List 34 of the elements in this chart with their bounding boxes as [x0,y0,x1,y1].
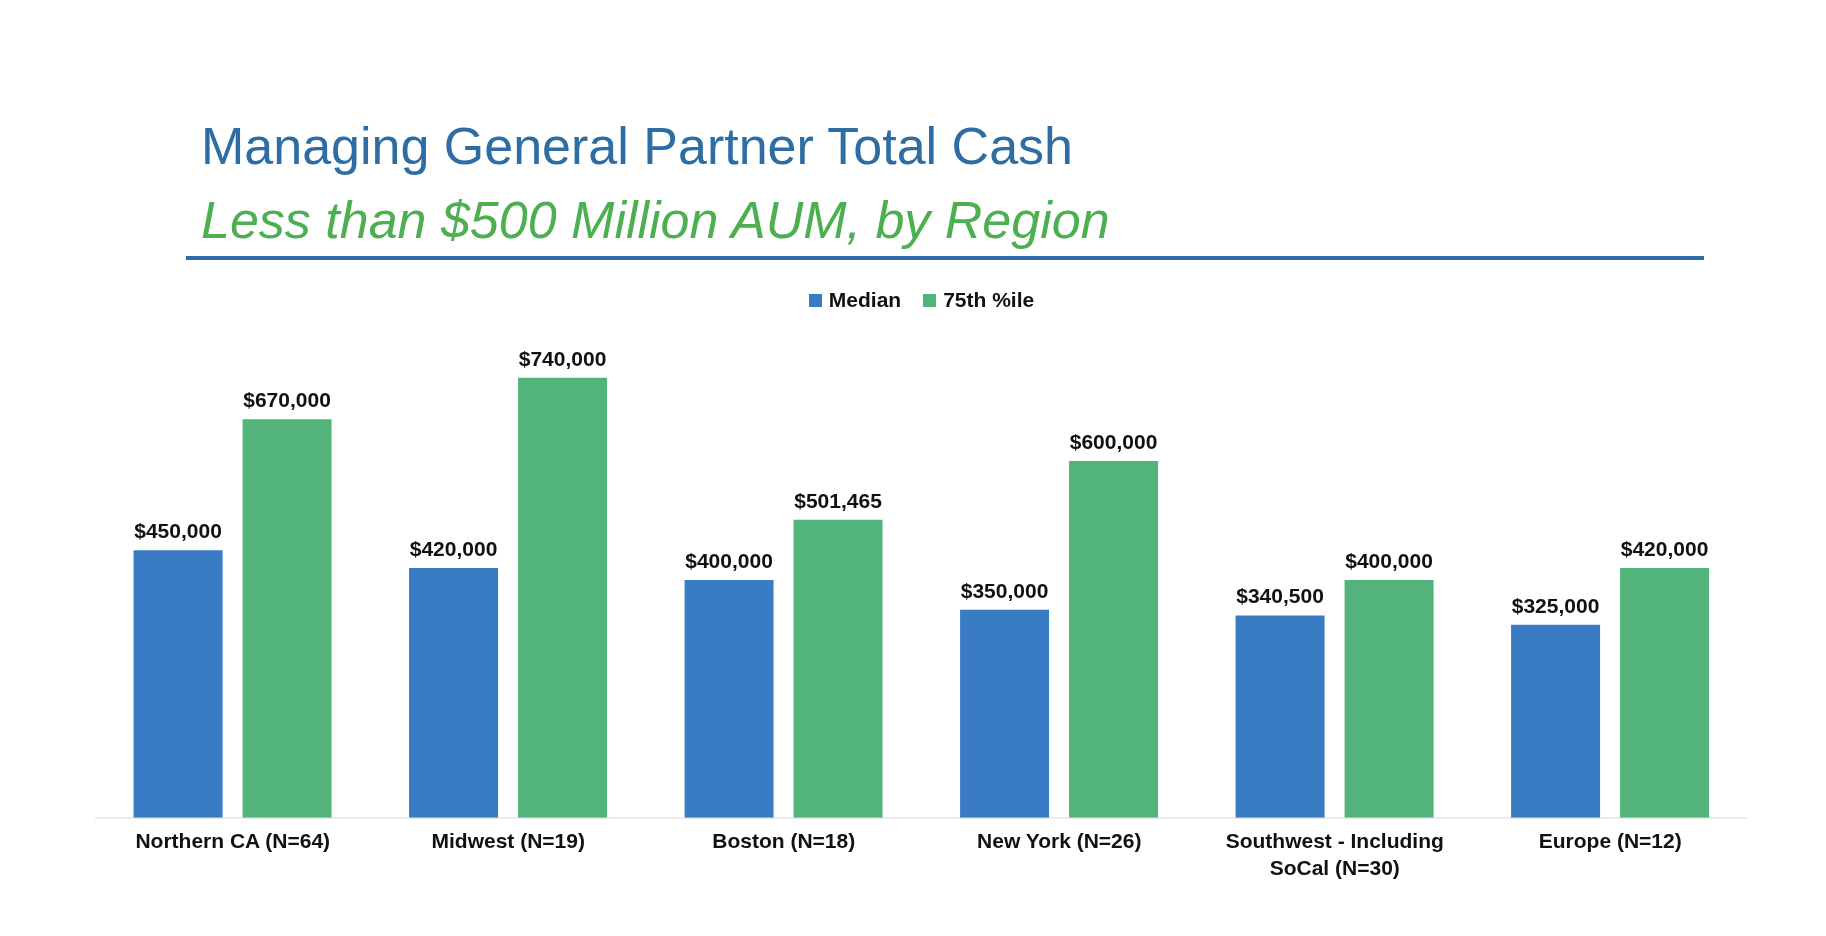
x-tick-label: New York (N=26) [977,829,1142,852]
bar [793,519,883,818]
data-label: $420,000 [409,537,498,561]
chart-subtitle: Less than $500 Million AUM, by Region [201,190,1110,250]
bar [409,568,499,818]
bar [960,609,1050,818]
bar [1235,615,1325,818]
data-label: $325,000 [1511,593,1600,617]
x-tick-label: Boston (N=18) [712,829,856,852]
data-label: $740,000 [518,346,607,370]
data-label: $340,500 [1236,584,1324,608]
data-label: $600,000 [1069,430,1158,453]
x-tick-label: Southwest - Including SoCal (N=30) [1225,829,1444,879]
data-label: $350,000 [960,578,1049,602]
legend-label: Median [827,288,902,312]
bar [1620,568,1710,818]
bar [242,419,332,818]
data-label: $670,000 [243,388,331,412]
bar [1344,580,1434,818]
bar [1511,624,1601,818]
x-tick-label: Midwest (N=19) [431,829,585,852]
data-label: $400,000 [685,549,773,572]
data-label: $420,000 [1620,537,1709,561]
data-label: $400,000 [1345,549,1433,572]
bar [133,550,223,818]
bar [684,580,774,818]
bar [1069,461,1159,818]
data-label: $501,465 [794,488,883,512]
bar [518,377,608,818]
chart-title: Managing General Partner Total Cash [201,116,1073,176]
data-label: $450,000 [134,519,222,543]
x-tick-label: Europe (N=12) [1538,829,1682,852]
legend-label: 75th %ile [942,288,1035,312]
x-tick-label: Northern CA (N=64) [135,829,331,852]
